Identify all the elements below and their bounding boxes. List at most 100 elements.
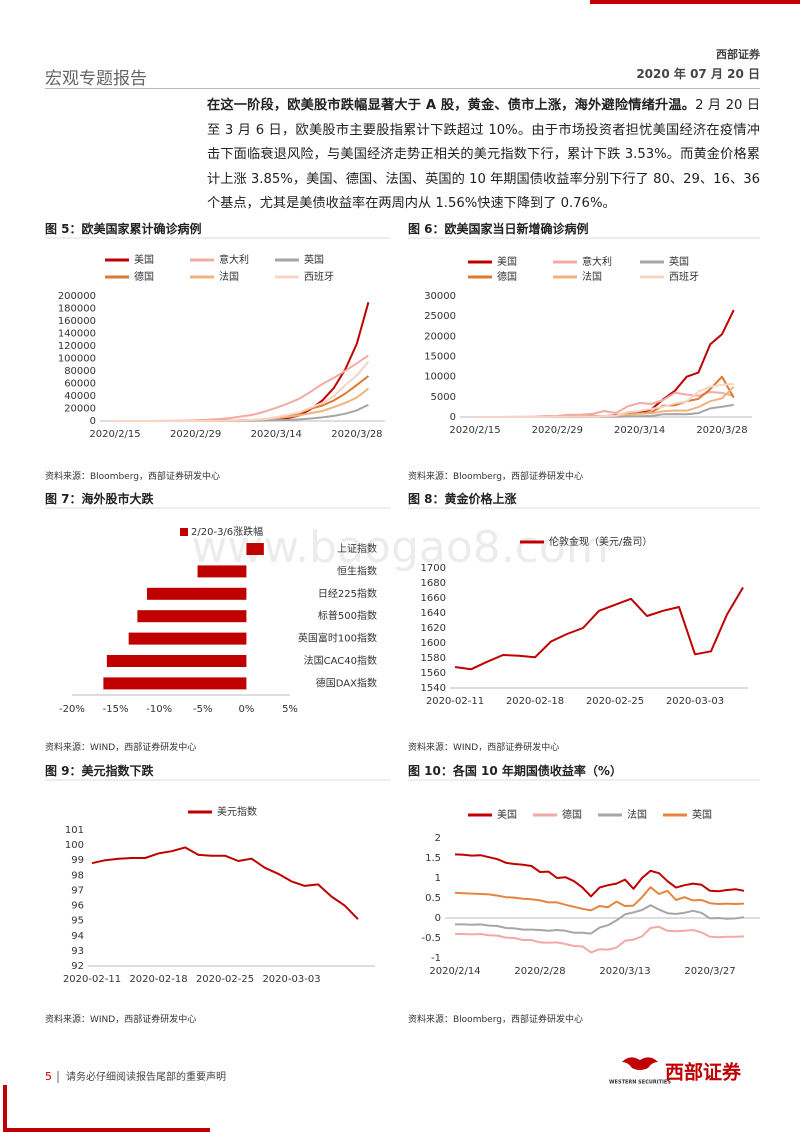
company: 西部证券 [716,48,760,61]
figure-source: 资料来源：Bloomberg，西部证券研发中心 [408,472,583,482]
y-tick-label: 1.5 [425,853,441,864]
x-tick-label: 2020/2/29 [532,425,583,436]
y-tick-label: 92 [71,961,84,972]
figure-title: 图 6：欧美国家当日新增确诊病例 [408,222,589,236]
y-tick-label: 1620 [421,623,446,634]
bar [106,655,247,667]
x-tick-label: -15% [103,704,129,715]
y-tick-label: 200000 [58,291,96,302]
figure-source: 资料来源：Bloomberg，西部证券研发中心 [45,472,220,482]
y-tick-label: 1540 [421,683,446,694]
x-tick-label: 2020-03-03 [666,696,724,707]
bar [137,610,247,623]
x-tick-label: 2020/3/14 [251,429,302,440]
figure-source: 资料来源：WIND，西部证券研发中心 [408,743,560,753]
series-line [454,586,744,671]
legend-label: 伦敦金现（美元/盎司） [549,535,652,548]
y-tick-label: 2 [435,833,441,844]
figure-title: 图 5：欧美国家累计确诊病例 [45,222,202,236]
bar [246,543,264,555]
legend-label: 德国 [562,808,582,821]
bar [128,632,247,645]
category-label: 标普500指数 [318,609,377,622]
y-tick-label: 15000 [424,352,456,363]
legend-label: 英国 [304,253,324,266]
y-tick-label: 97 [71,885,84,896]
legend-label: 法国 [627,808,647,821]
bar [103,677,247,690]
y-tick-label: 140000 [58,329,96,340]
x-tick-label: -5% [193,704,212,715]
series-line [115,403,369,422]
x-tick-label: 2020/2/28 [514,966,565,977]
x-tick-label: 2020/3/27 [684,966,735,977]
header-rule [45,88,760,89]
y-tick-label: 40000 [64,391,96,402]
y-tick-label: 1600 [421,638,446,649]
y-tick-label: 100 [65,840,84,851]
series-line [91,846,359,920]
legend-label: 美国 [497,255,517,268]
category-label: 日经225指数 [318,587,377,600]
legend-label: 英国 [692,808,712,821]
bar [146,587,247,600]
y-tick-label: 120000 [58,341,96,352]
y-tick-label: 20000 [424,331,456,342]
category-label: 德国DAX指数 [316,676,377,689]
x-tick-label: 2020-02-11 [426,696,484,707]
figure-title: 图 8：黄金价格上涨 [408,492,517,506]
figure-title: 图 7：海外股市大跌 [45,492,154,506]
report-date: 2020 年 07 月 20 日 [636,67,760,81]
series-line [455,904,745,935]
y-tick-label: 1680 [421,578,446,589]
y-tick-label: -1 [431,953,441,964]
x-tick-label: 2020-02-25 [586,696,644,707]
y-tick-label: 25000 [424,311,456,322]
x-tick-label: 2020-02-11 [63,974,121,985]
series-line [475,309,735,418]
x-tick-label: 2020/2/14 [429,966,480,977]
legend-swatch [180,528,188,536]
legend-label: 西班牙 [669,271,699,283]
series-line [454,886,745,912]
legend-label: 德国 [134,270,154,283]
x-tick-label: -20% [59,704,85,715]
y-tick-label: 96 [71,901,84,912]
header-accent [590,0,800,4]
page-number: 5 [45,1070,52,1083]
legend-label: 意大利 [219,253,249,266]
y-tick-label: 1640 [421,608,446,619]
y-tick-label: 95 [71,916,84,927]
y-tick-label: 0.5 [425,893,441,904]
y-tick-label: 93 [71,946,84,957]
x-tick-label: 2020-02-25 [196,974,254,985]
y-tick-label: 20000 [64,404,96,415]
series-line [115,302,370,422]
bar [197,565,247,578]
legend-label: 美元指数 [217,805,257,818]
y-tick-label: 98 [71,870,84,881]
figure-source: 资料来源：WIND，西部证券研发中心 [45,743,197,753]
y-tick-label: 180000 [58,304,96,315]
logo-english: WESTERN SECURITIES [609,1080,671,1086]
x-tick-label: 0% [238,704,254,715]
x-tick-label: -10% [146,704,172,715]
y-tick-label: 1560 [421,668,446,679]
x-tick-label: 2020/3/13 [599,966,650,977]
logo-text: 西部证券 [665,1061,742,1084]
figure-title: 图 10：各国 10 年期国债收益率（%） [408,764,622,778]
legend-label: 法国 [219,270,239,283]
x-tick-label: 2020/3/14 [614,425,665,436]
series-line [454,853,745,898]
legend-label: 英国 [669,255,689,268]
footer-notice: 请务必仔细阅读报告尾部的重要声明 [66,1070,226,1083]
legend-label: 西班牙 [304,271,334,283]
lead-sentence: 在这一阶段，欧美股市跌幅显著大于 A 股，黄金、债市上涨，海外避险情绪升温。 [207,98,696,113]
y-tick-label: 101 [65,825,84,836]
y-tick-label: 0 [450,412,456,423]
x-tick-label: 2020/2/29 [170,429,221,440]
category-label: 法国CAC40指数 [304,654,377,667]
y-tick-label: 99 [71,855,84,866]
legend-label: 德国 [497,270,517,283]
